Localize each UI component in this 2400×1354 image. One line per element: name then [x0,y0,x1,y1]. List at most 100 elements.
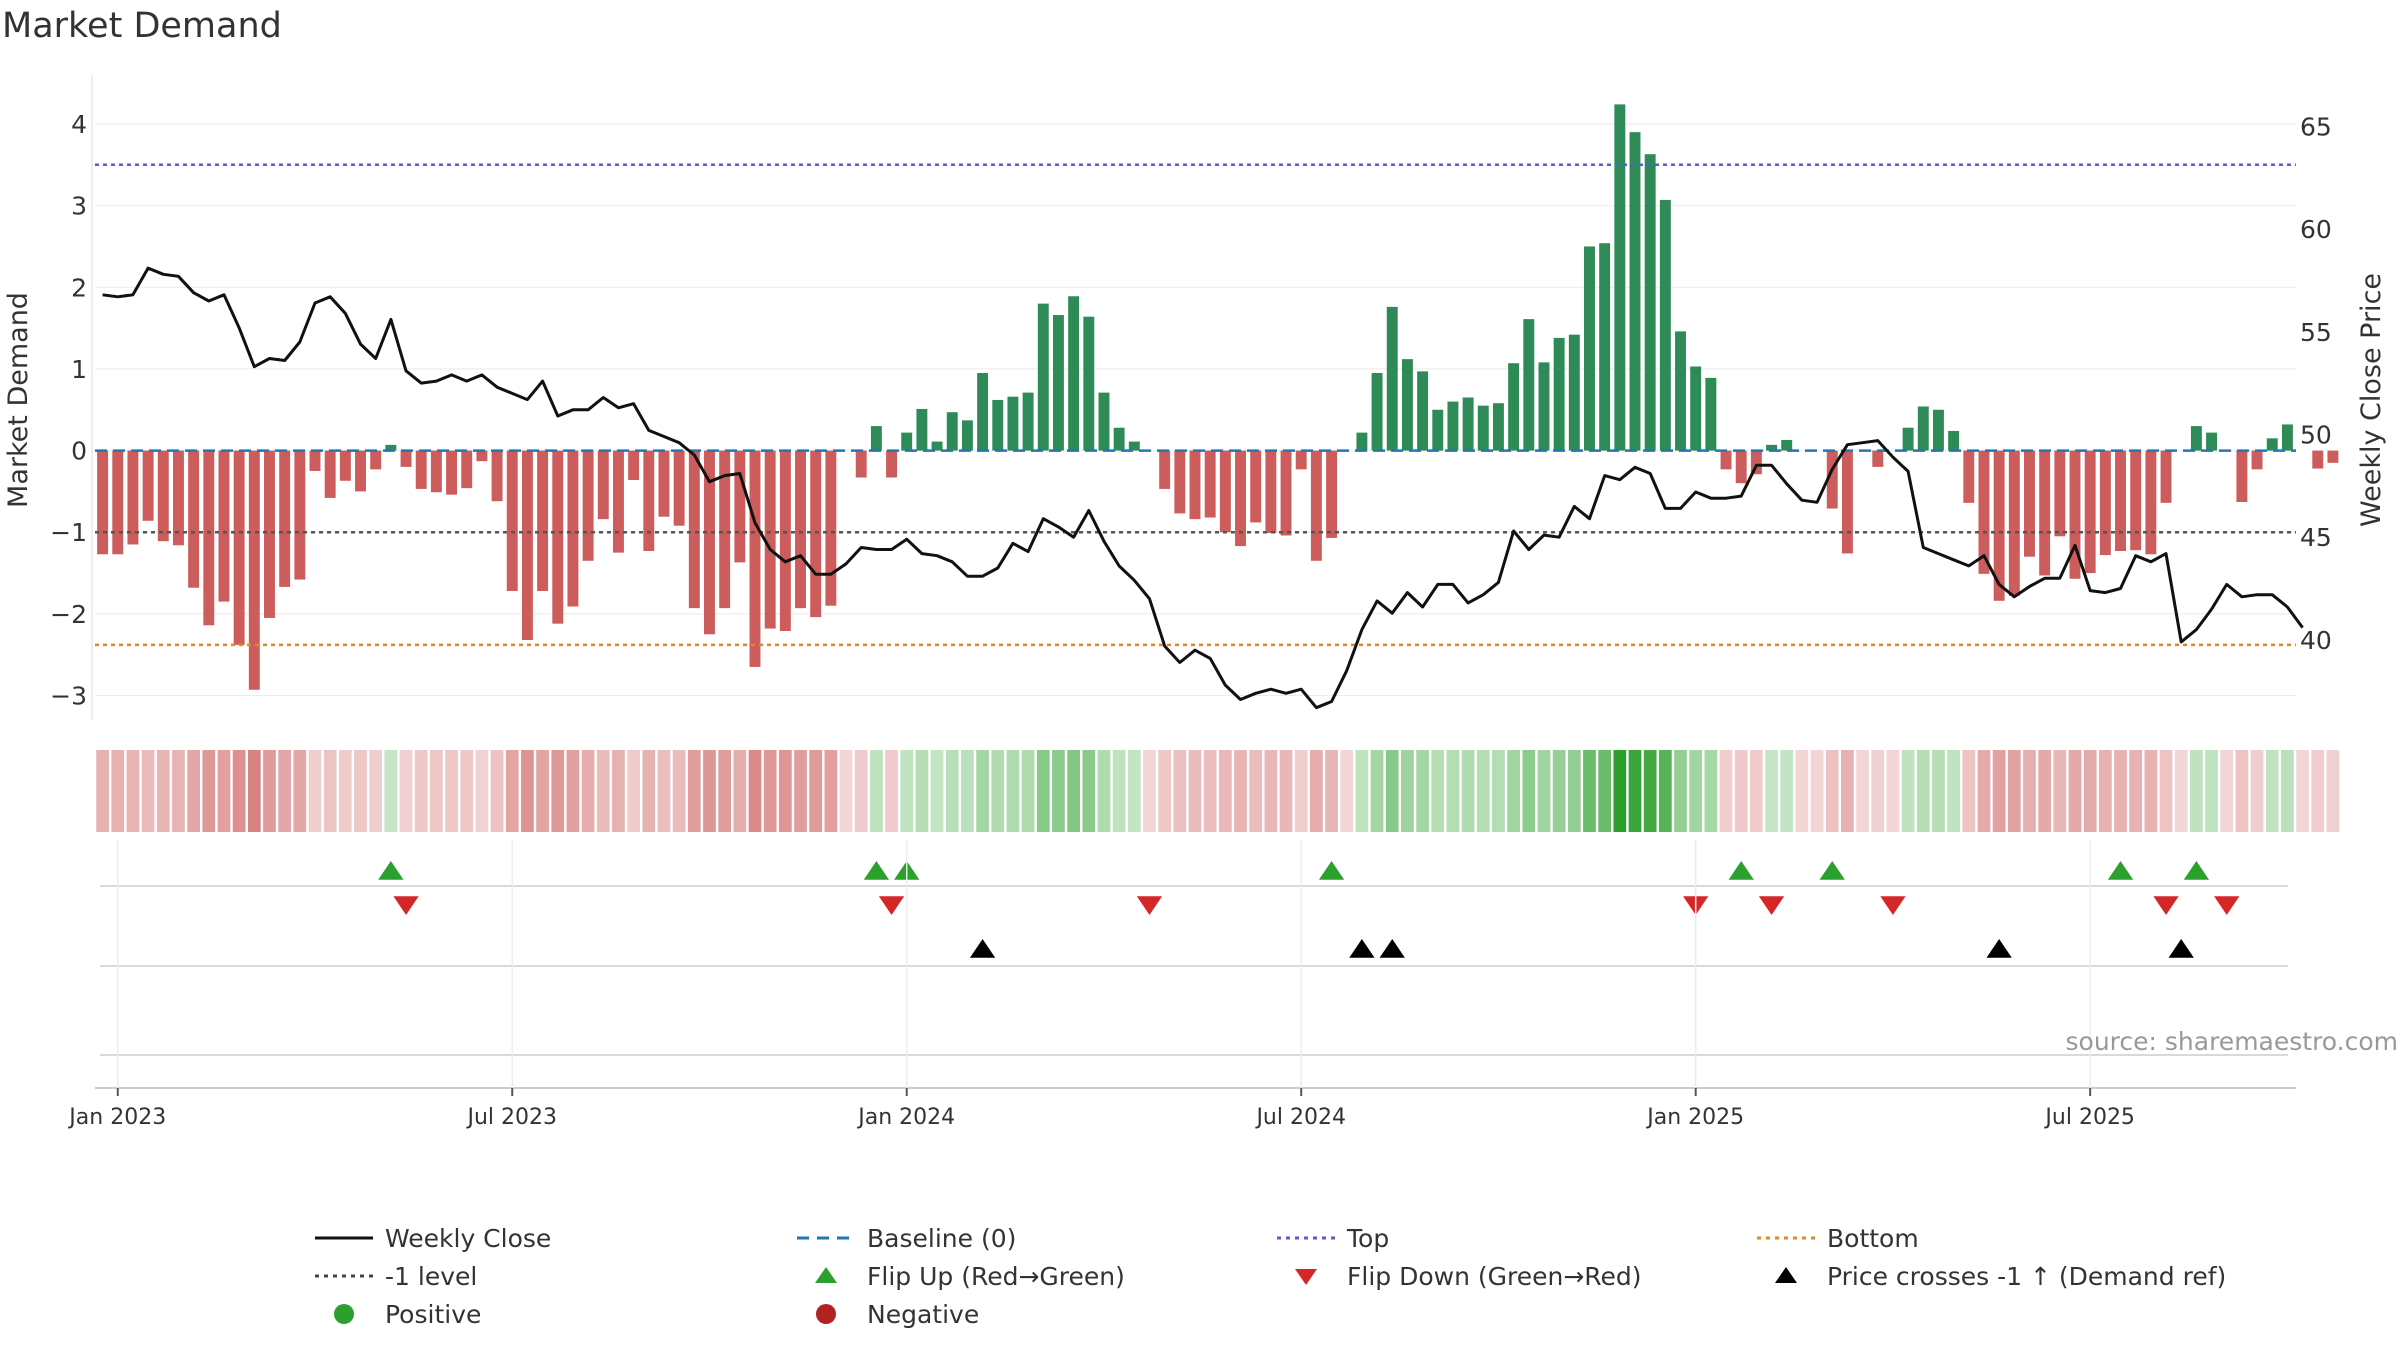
demand-strip-cell [475,750,489,832]
flip-up-marker [1819,861,1845,880]
flip-down-marker [393,896,419,915]
y2-axis-label: Weekly Close Price [2356,273,2387,527]
legend-item: Price crosses -1 ↑ (Demand ref) [1775,1262,2226,1291]
demand-bar-negative [673,450,685,526]
demand-strip-cell [2038,750,2052,832]
demand-strip-cell [642,750,656,832]
demand-strip-cell [1461,750,1475,832]
legend-label: Baseline (0) [867,1224,1016,1253]
demand-strip-cell [1127,750,1141,832]
demand-bar-negative [2024,450,2035,557]
demand-strip-cell [961,750,974,832]
demand-strip-cell [232,750,246,832]
source-credit: source: sharemaestro.com [2066,1027,2399,1056]
demand-bar-negative [2069,450,2081,579]
demand-strip-cell [354,750,367,832]
demand-bar-negative [764,450,776,629]
demand-strip-cell [1810,750,1824,832]
demand-strip-cell [414,750,428,832]
demand-strip-cell [1552,750,1566,832]
demand-bar-negative [1826,450,1838,509]
demand-bar-negative [810,450,822,618]
legend-item: Flip Up (Red→Green) [815,1262,1125,1291]
demand-bar-negative [97,450,109,555]
demand-strip-cell [748,750,762,832]
demand-bar-positive [2266,438,2278,451]
demand-bar-negative [1750,450,1762,475]
demand-bar-negative [142,450,154,521]
demand-strip-cell [490,750,504,832]
demand-bar-negative [552,450,564,624]
demand-strip-cell [2296,750,2309,832]
demand-strip-cell [1598,750,1612,832]
demand-strip-cell [2098,750,2112,832]
demand-strip-cell [1310,750,1323,832]
legend-item: Flip Down (Green→Red) [1295,1262,1642,1291]
demand-bar-negative [1265,450,1277,534]
demand-bar-positive [1401,359,1413,451]
demand-strip-cell [1173,750,1187,832]
legend-swatch [334,1304,354,1324]
demand-strip-cell [384,750,398,832]
demand-strip-cell [1325,750,1338,832]
demand-bar-positive [1447,401,1459,451]
demand-bar-negative [2008,450,2020,596]
demand-strip-cell [2068,750,2082,832]
flip-down-marker [1136,896,1163,915]
demand-bar-positive [1614,104,1626,451]
demand-strip-cell [794,750,807,832]
demand-strip-cell [976,750,989,832]
demand-strip-cell [2144,750,2158,832]
demand-bar-negative [1841,450,1853,554]
demand-strip-cell [187,750,200,832]
demand-bar-positive [977,373,989,451]
demand-strip-cell [2311,750,2325,832]
demand-bar-negative [658,450,670,517]
y-tick-label: 1 [71,355,87,384]
legend-item: Bottom [1757,1224,1919,1253]
demand-strip-cell [2007,750,2021,832]
demand-strip-cell [308,750,322,832]
demand-strip-cell [2235,750,2249,832]
y-tick-label: 3 [71,192,87,221]
demand-strip-cell [1871,750,1885,832]
demand-strip-cell [612,750,625,832]
demand-strip-cell [657,750,671,832]
demand-strip-cell [2053,750,2067,832]
flip-down-marker [2153,896,2179,915]
demand-strip-cell [1886,750,1900,832]
demand-strip-cell [2326,750,2340,832]
demand-strip-cell [217,750,231,832]
demand-bar-positive [1690,366,1702,451]
demand-strip-cell [156,750,170,832]
chart-title: Market Demand [2,6,282,46]
demand-strip-cell [1856,750,1869,832]
demand-strip-cell [1658,750,1672,832]
demand-strip-cell [1188,750,1202,832]
demand-strip-cell [1841,750,1854,832]
demand-strip-cell [2190,750,2203,832]
demand-strip-cell [202,750,216,832]
flip-down-marker [1758,896,1785,915]
legend-item: Weekly Close [315,1224,551,1253]
legend-label: Weekly Close [385,1224,551,1253]
demand-strip-cell [1765,750,1778,832]
x-tick-label: Jul 2023 [465,1105,557,1130]
x-axis: Jan 2023 Jul 2023 Jan 2024 Jul 2024 Jan 2025… [67,840,2296,1130]
demand-bar-negative [127,450,139,545]
price-cross-marker [1986,939,2012,958]
demand-bar-negative [612,450,624,553]
demand-strip-cell [430,750,443,832]
demand-bar-positive [1462,397,1474,451]
x-tick-label: Jan 2025 [1645,1105,1744,1130]
demand-bar-negative [324,450,336,498]
demand-bar-positive [1098,392,1110,451]
demand-strip-cell [1112,750,1126,832]
demand-strip-cell [1719,750,1733,832]
demand-bar-negative [628,450,640,480]
legend-swatch [1775,1267,1797,1283]
demand-strip-cell [1507,750,1520,832]
demand-bar-negative [309,450,321,471]
demand-bar-negative [1735,450,1747,484]
legend-item: Baseline (0) [797,1224,1016,1253]
